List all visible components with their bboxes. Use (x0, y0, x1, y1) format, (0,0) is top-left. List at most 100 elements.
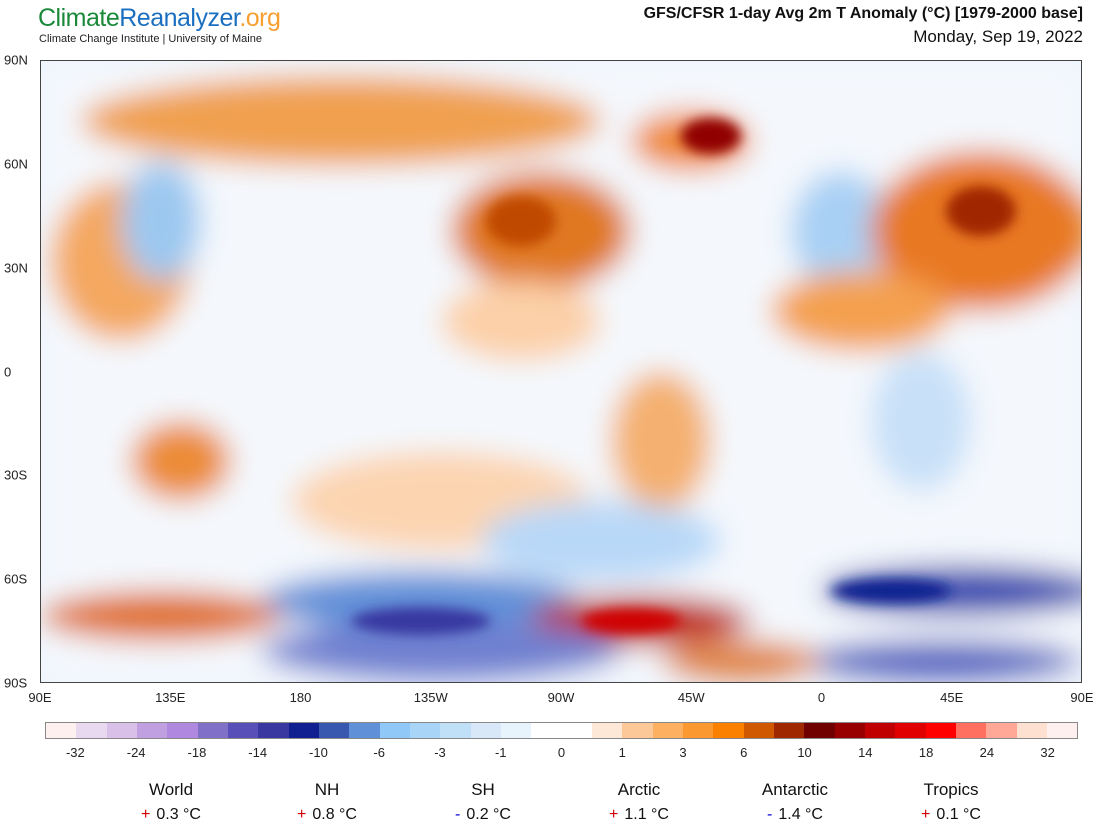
colorbar-label: 6 (740, 745, 748, 760)
lat-label: 60N (4, 156, 28, 172)
stat-name: Antarctic (761, 780, 829, 799)
colorbar-swatch (986, 723, 1017, 738)
stat-sign: - (455, 806, 461, 823)
colorbar-swatch (379, 723, 410, 738)
colorbar-label: 3 (679, 745, 687, 760)
colorbar-label: 1 (618, 745, 626, 760)
stat-name: SH (471, 780, 495, 799)
stat-sign: + (141, 806, 151, 823)
logo[interactable]: ClimateReanalyzer.org (38, 4, 281, 33)
stat-sign: + (609, 806, 619, 823)
stat-value: 0.3 °C (156, 806, 201, 823)
colorbar-label: 0 (557, 745, 566, 760)
colorbar-swatch (470, 723, 501, 738)
colorbar-swatch (136, 723, 168, 738)
colorbar-swatch (349, 723, 380, 738)
stat-value: 1.4 °C (778, 806, 823, 823)
lon-label: 90E (1070, 690, 1094, 705)
stat-value: 1.1 °C (624, 806, 669, 823)
stat-antarctic: Antarctic -1.4 °C (715, 780, 875, 824)
colorbar (45, 722, 1078, 739)
stat-tropics: Tropics +0.1 °C (871, 780, 1031, 824)
colorbar-swatch (531, 723, 562, 738)
stat-name: Tropics (923, 780, 979, 799)
colorbar-swatch (682, 723, 714, 738)
stat-arctic: Arctic +1.1 °C (559, 780, 719, 824)
colorbar-swatch (440, 723, 471, 738)
stat-value: 0.2 °C (466, 806, 511, 823)
logo-reanalyzer: Reanalyzer (119, 4, 240, 32)
colorbar-swatch (1046, 723, 1078, 738)
lat-label: 90S (4, 675, 28, 691)
colorbar-label: 32 (1040, 745, 1055, 760)
colorbar-swatch (804, 723, 835, 738)
colorbar-swatch (713, 723, 744, 738)
colorbar-label: -24 (126, 745, 146, 760)
colorbar-label: 14 (858, 745, 873, 760)
stat-sh: SH -0.2 °C (403, 780, 563, 824)
colorbar-swatch (76, 723, 107, 738)
colorbar-swatch (288, 723, 319, 738)
lon-label: 0 (817, 690, 826, 705)
colorbar-label: -14 (248, 745, 268, 760)
lon-label: 135W (413, 690, 448, 705)
lon-label: 90E (28, 690, 52, 705)
colorbar-swatch (864, 723, 896, 738)
lon-label: 45W (677, 690, 705, 705)
stat-value: 0.1 °C (936, 806, 981, 823)
lat-label: 30S (4, 467, 28, 483)
stat-value: 0.8 °C (312, 806, 357, 823)
lon-label: 90W (547, 690, 575, 705)
lon-label: 45E (940, 690, 964, 705)
colorbar-label: 10 (797, 745, 812, 760)
colorbar-swatch (318, 723, 350, 738)
lat-label: 90N (4, 52, 28, 68)
colorbar-label: -6 (373, 745, 385, 760)
colorbar-swatch (955, 723, 987, 738)
colorbar-swatch (106, 723, 137, 738)
anomaly-map (40, 60, 1082, 683)
colorbar-swatch (46, 723, 77, 738)
colorbar-label: -32 (65, 745, 85, 760)
colorbar-label: 18 (918, 745, 934, 760)
logo-climate: Climate (38, 4, 120, 32)
colorbar-swatch (652, 723, 683, 738)
lat-label: 30N (4, 260, 28, 276)
colorbar-label: -18 (187, 745, 207, 760)
anomaly-field (41, 61, 1081, 682)
colorbar-swatch (591, 723, 623, 738)
colorbar-swatch (500, 723, 532, 738)
stat-sign: + (921, 806, 931, 823)
lon-label: 135E (155, 690, 186, 705)
colorbar-label: -10 (309, 745, 328, 760)
colorbar-swatch (1016, 723, 1047, 738)
stat-world: World +0.3 °C (91, 780, 251, 824)
colorbar-swatch (227, 723, 259, 738)
colorbar-swatch (409, 723, 441, 738)
colorbar-swatch (773, 723, 805, 738)
stat-nh: NH +0.8 °C (247, 780, 407, 824)
colorbar-swatch (743, 723, 774, 738)
colorbar-swatch (895, 723, 926, 738)
colorbar-swatch (197, 723, 228, 738)
colorbar-label: -3 (434, 745, 446, 760)
colorbar-swatch (622, 723, 653, 738)
lat-label: 0 (4, 364, 12, 379)
colorbar-swatch (834, 723, 865, 738)
colorbar-label: 24 (979, 745, 995, 760)
stat-name: NH (314, 780, 340, 799)
colorbar-label: -1 (494, 745, 507, 760)
stat-sign: - (767, 806, 773, 823)
lon-label: 180 (289, 690, 312, 705)
colorbar-swatch (167, 723, 198, 738)
map-title: GFS/CFSR 1-day Avg 2m T Anomaly (°C) [19… (643, 5, 1083, 22)
lat-label: 60S (4, 571, 28, 587)
map-date: Monday, Sep 19, 2022 (913, 27, 1083, 46)
stat-sign: + (297, 806, 307, 823)
colorbar-swatch (258, 723, 289, 738)
stat-name: World (148, 780, 194, 799)
logo-org: .org (239, 4, 281, 32)
colorbar-swatch (561, 723, 592, 738)
logo-subtitle: Climate Change Institute | University of… (39, 33, 262, 45)
